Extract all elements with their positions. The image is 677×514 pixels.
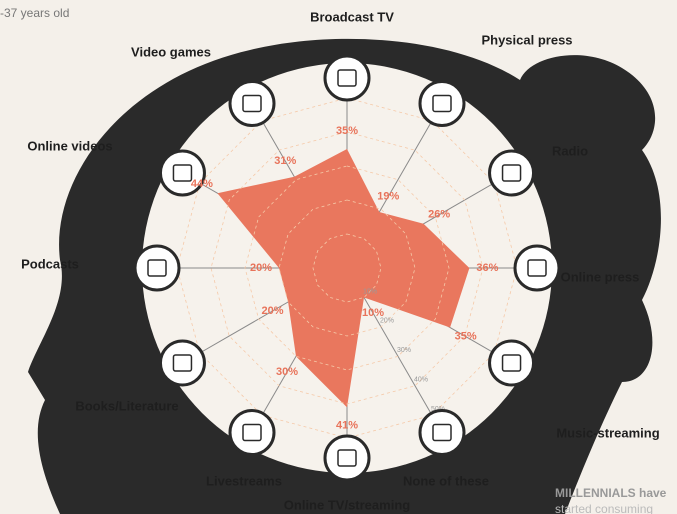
- value-label: 26%: [428, 209, 450, 221]
- category-label: Music-streaming: [556, 425, 659, 440]
- icon: [323, 434, 371, 482]
- icon-glyph: [242, 94, 262, 113]
- category-label: Broadcast TV: [310, 9, 394, 24]
- category-label: None of these: [403, 473, 489, 488]
- value-label: 41%: [336, 419, 358, 431]
- icon-glyph: [432, 423, 452, 442]
- icon-glyph: [242, 423, 262, 442]
- category-label: Online videos: [27, 138, 112, 153]
- category-label: Podcasts: [21, 256, 79, 271]
- value-label: 20%: [262, 305, 284, 317]
- value-label: 30%: [276, 366, 298, 378]
- r-tick-label: 30%: [397, 347, 411, 354]
- icon-glyph: [501, 354, 522, 372]
- icon-glyph: [337, 449, 357, 467]
- icon: [488, 339, 536, 387]
- radar-area: [217, 149, 470, 408]
- category-label: Online TV/streaming: [284, 497, 410, 512]
- icon-glyph: [337, 69, 357, 87]
- icon: [228, 79, 276, 127]
- icon: [513, 244, 561, 292]
- icon-glyph: [172, 354, 193, 372]
- value-label: 36%: [476, 262, 498, 274]
- icon: [323, 54, 371, 102]
- icon: [418, 79, 466, 127]
- category-label: Physical press: [481, 32, 572, 47]
- annotation: started consuming: [555, 502, 653, 514]
- value-label: 44%: [191, 178, 213, 190]
- annotation: MILLENNIALS have: [555, 486, 667, 500]
- category-label: Books/Literature: [75, 398, 178, 413]
- grid-ring: [312, 233, 382, 303]
- icon-glyph: [432, 94, 452, 113]
- value-label: 20%: [250, 262, 272, 274]
- r-tick-label: 40%: [414, 377, 428, 384]
- grid-ring: [210, 131, 484, 405]
- r-tick-label: 20%: [380, 318, 394, 325]
- icon: [228, 409, 276, 457]
- value-label: 10%: [362, 307, 384, 319]
- icon: [158, 149, 206, 197]
- category-label: Video games: [131, 44, 211, 59]
- icon: [418, 409, 466, 457]
- icon-glyph: [501, 164, 522, 182]
- icon-glyph: [527, 259, 547, 277]
- category-label: Online press: [561, 269, 640, 284]
- category-label: Livestreams: [206, 473, 282, 488]
- value-label: 19%: [377, 190, 399, 202]
- value-label: 31%: [274, 155, 296, 167]
- icon-glyph: [147, 259, 167, 277]
- icon-glyph: [172, 164, 193, 182]
- r-tick-label: 10%: [363, 288, 377, 295]
- icon: [133, 244, 181, 292]
- value-label: 35%: [455, 330, 477, 342]
- value-label: 35%: [336, 125, 358, 137]
- category-label: Radio: [552, 143, 588, 158]
- icon: [158, 339, 206, 387]
- subtitle: -37 years old: [0, 6, 69, 20]
- grid-ring: [278, 199, 416, 337]
- icon: [488, 149, 536, 197]
